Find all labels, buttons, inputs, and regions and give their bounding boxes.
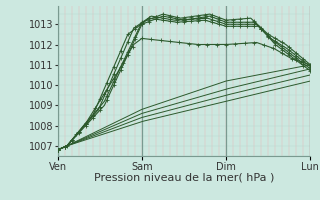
- X-axis label: Pression niveau de la mer( hPa ): Pression niveau de la mer( hPa ): [94, 173, 274, 183]
